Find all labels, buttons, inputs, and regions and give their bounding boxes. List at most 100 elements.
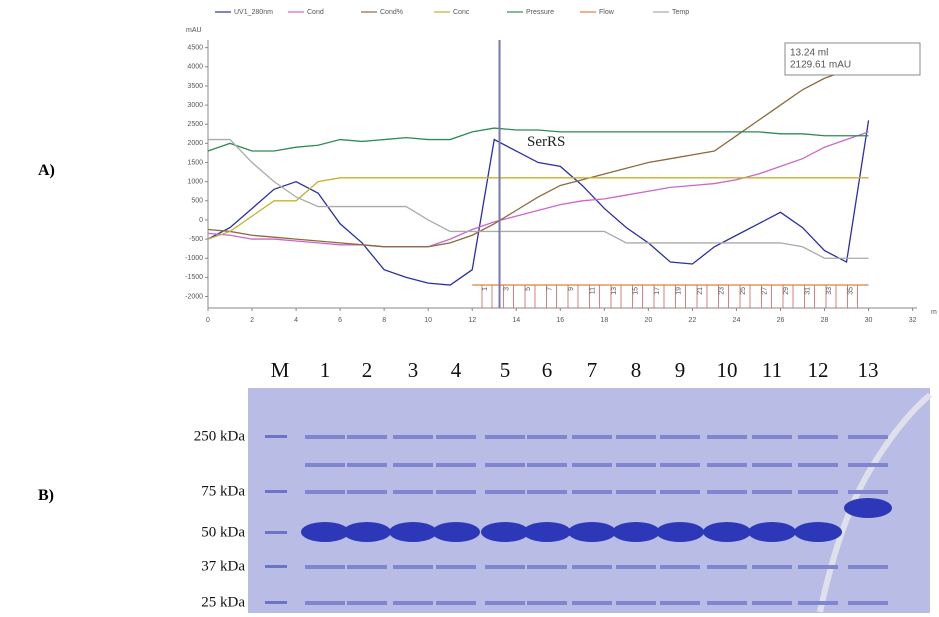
gel-band	[393, 435, 433, 439]
lane-label: M	[271, 358, 290, 382]
gel-band	[436, 601, 476, 605]
marker-label: 250 kDa	[194, 428, 246, 444]
y-tick-label: 2500	[187, 121, 203, 128]
x-tick-label: 8	[382, 317, 386, 324]
gel-band	[844, 498, 892, 518]
x-tick-label: 10	[424, 317, 432, 324]
x-tick-label: 4	[294, 317, 298, 324]
y-tick-label: -500	[189, 236, 203, 243]
x-tick-label: 2	[250, 317, 254, 324]
x-tick-label: 30	[865, 317, 873, 324]
gel-band	[752, 490, 792, 494]
gel-band	[523, 522, 571, 542]
gel-band	[347, 435, 387, 439]
gel-band	[848, 463, 888, 467]
gel-band	[707, 565, 747, 569]
x-tick-label: 24	[733, 317, 741, 324]
gel-band	[393, 463, 433, 467]
fraction-label: 7	[546, 287, 553, 291]
fraction-label: 13	[611, 287, 618, 295]
y-tick-label: 4500	[187, 45, 203, 52]
fraction-label: 17	[654, 287, 661, 295]
gel-band	[393, 601, 433, 605]
gel-band	[660, 601, 700, 605]
lane-label: 9	[675, 358, 686, 382]
gel-band	[572, 565, 612, 569]
x-tick-label: 16	[556, 317, 564, 324]
series-line	[207, 131, 869, 248]
y-tick-label: 500	[191, 198, 203, 205]
cursor-label: 13.24 ml	[790, 48, 828, 59]
gel-band	[305, 435, 345, 439]
lane-label: 7	[587, 358, 598, 382]
y-tick-label: -1500	[185, 274, 203, 281]
legend-label: Temp	[672, 9, 689, 16]
x-tick-label: 20	[644, 317, 652, 324]
gel-band	[656, 522, 704, 542]
lane-label: 6	[542, 358, 553, 382]
panel-label: B)	[38, 487, 54, 504]
gel-band	[347, 601, 387, 605]
marker-band	[265, 565, 287, 568]
y-tick-label: 2000	[187, 140, 203, 147]
legend-label: Cond%	[380, 9, 403, 16]
marker-label: 75 kDa	[201, 483, 245, 499]
gel-band	[707, 490, 747, 494]
gel-band	[616, 565, 656, 569]
gel-band	[748, 522, 796, 542]
gel-band	[848, 435, 888, 439]
x-tick-label: 18	[600, 317, 608, 324]
y-tick-label: 0	[199, 217, 203, 224]
gel-band	[485, 463, 525, 467]
marker-band	[265, 490, 287, 493]
gel-band	[707, 463, 747, 467]
y-tick-label: 3000	[187, 102, 203, 109]
lane-label: 10	[717, 358, 738, 382]
gel-band	[848, 565, 888, 569]
series-line	[207, 177, 869, 240]
legend-label: UV1_280nm	[234, 9, 273, 16]
legend-label: Flow	[599, 9, 615, 16]
x-tick-label: 22	[689, 317, 697, 324]
gel-band	[798, 565, 838, 569]
x-tick-label: 26	[777, 317, 785, 324]
x-axis-label: m	[931, 309, 937, 316]
gel-band	[798, 601, 838, 605]
gel-band	[572, 601, 612, 605]
gel-band	[616, 490, 656, 494]
gel-band	[485, 490, 525, 494]
y-tick-label: 4000	[187, 64, 203, 71]
fraction-label: 1	[482, 287, 489, 291]
gel-band	[752, 601, 792, 605]
x-tick-label: 0	[206, 317, 210, 324]
gel-band	[389, 522, 437, 542]
gel-band	[527, 490, 567, 494]
fraction-label: 19	[675, 287, 682, 295]
marker-label: 25 kDa	[201, 594, 245, 610]
legend-label: Pressure	[526, 9, 554, 16]
gel-band	[572, 490, 612, 494]
series-line	[207, 120, 870, 286]
gel-band	[436, 490, 476, 494]
gel-band	[798, 463, 838, 467]
lane-label: 1	[320, 358, 331, 382]
fraction-label: 15	[632, 287, 639, 295]
series-line	[208, 138, 869, 259]
gel-background	[248, 388, 930, 613]
gel-band	[798, 490, 838, 494]
y-tick-label: -2000	[185, 293, 203, 300]
y-tick-label: 1000	[187, 179, 203, 186]
fraction-label: 25	[740, 287, 747, 295]
cursor-box	[784, 42, 921, 76]
x-tick-label: 28	[821, 317, 829, 324]
gel-band	[572, 435, 612, 439]
fraction-label: 31	[804, 287, 811, 295]
lane-label: 4	[451, 358, 462, 382]
fraction-label: 29	[783, 287, 790, 295]
marker-band	[265, 531, 287, 534]
y-tick-label: 1500	[187, 159, 203, 166]
gel-band	[432, 522, 480, 542]
gel-band	[572, 463, 612, 467]
lane-label: 13	[858, 358, 879, 382]
